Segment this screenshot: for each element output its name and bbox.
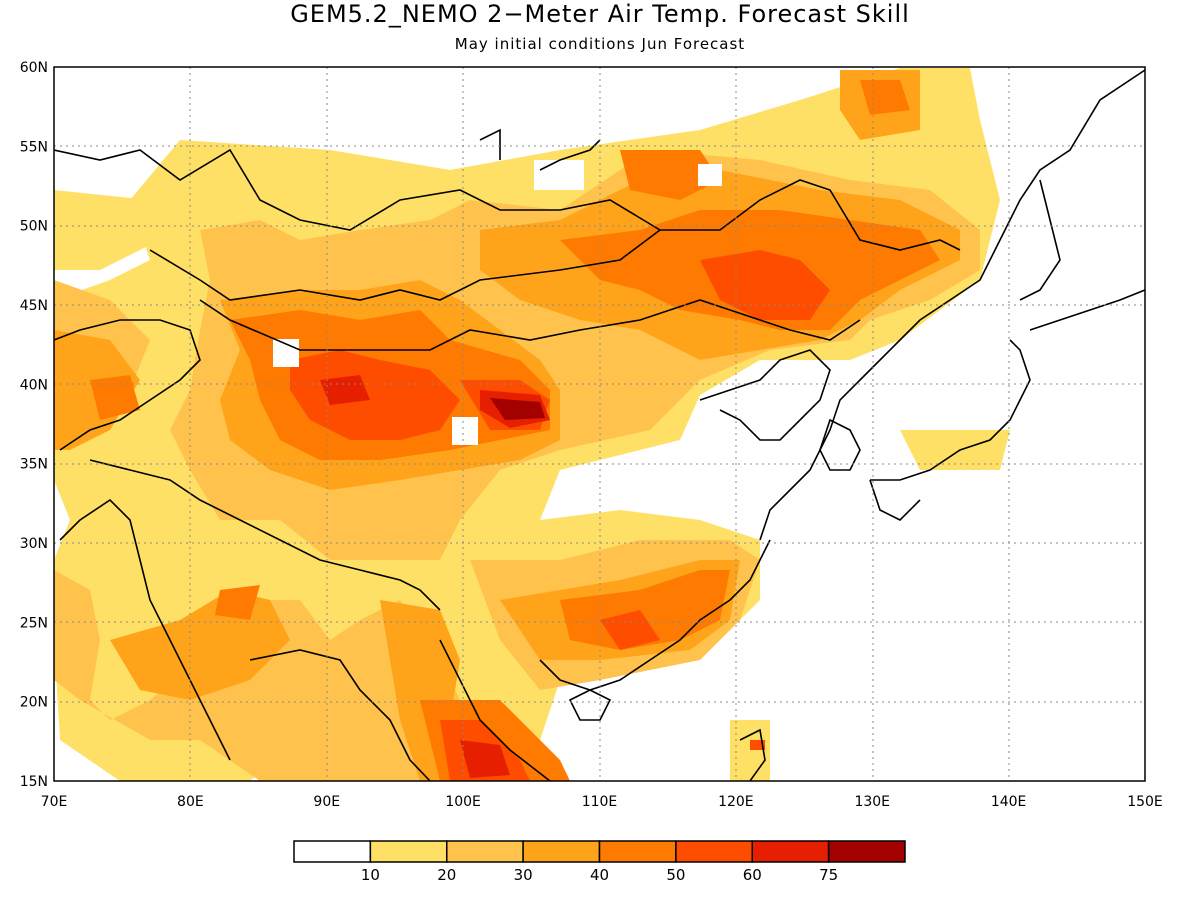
plot-frame (53, 66, 1146, 782)
lon-tick-label: 130E (854, 794, 890, 810)
colorbar-level-label: 20 (437, 866, 456, 884)
lat-tick-label: 15N (20, 774, 48, 790)
colorbar: 10 20 30 40 50 60 75 (293, 840, 906, 884)
colorbar-level-label: 10 (361, 866, 380, 884)
colorbar-swatch (446, 840, 524, 863)
lat-tick-label: 40N (20, 377, 48, 393)
colorbar-swatch (675, 840, 753, 863)
lat-tick-label: 25N (20, 615, 48, 631)
colorbar-level-label: 75 (819, 866, 838, 884)
colorbar-level-label: 40 (590, 866, 609, 884)
colorbar-swatch (598, 840, 677, 863)
map-subtitle: May initial conditions Jun Forecast (454, 35, 746, 53)
lat-tick-label: 45N (20, 298, 48, 314)
lon-tick-label: 70E (41, 794, 68, 810)
coastlines (54, 69, 1145, 781)
skill-field (54, 68, 1010, 781)
lon-tick-label: 150E (1127, 794, 1163, 810)
lat-tick-label: 60N (20, 60, 48, 76)
map-title: GEM5.2_NEMO 2−Meter Air Temp. Forecast S… (290, 0, 910, 28)
lon-tick-label: 100E (445, 794, 481, 810)
lat-tick-label: 20N (20, 695, 48, 711)
lon-tick-label: 120E (718, 794, 754, 810)
lat-tick-label: 55N (20, 139, 48, 155)
colorbar-level-label: 60 (743, 866, 762, 884)
lon-tick-label: 140E (991, 794, 1027, 810)
lon-tick-label: 90E (313, 794, 340, 810)
colorbar-swatch (293, 840, 372, 863)
colorbar-swatch (751, 840, 830, 863)
colorbar-swatch (369, 840, 448, 863)
latitude-tick-labels: 60N 55N 50N 45N 40N 35N 30N 25N 20N 15N (20, 60, 48, 790)
lon-tick-label: 110E (582, 794, 618, 810)
colorbar-level-label: 30 (514, 866, 533, 884)
lon-tick-label: 80E (177, 794, 204, 810)
longitude-tick-labels: 70E 80E 90E 100E 110E 120E 130E 140E 150E (41, 794, 1163, 810)
colorbar-swatch (827, 840, 906, 863)
grid-lines (54, 67, 1145, 781)
colorbar-level-label: 50 (666, 866, 685, 884)
lat-tick-label: 35N (20, 457, 48, 473)
lat-tick-label: 30N (20, 536, 48, 552)
colorbar-swatch (522, 840, 601, 863)
lat-tick-label: 50N (20, 219, 48, 235)
